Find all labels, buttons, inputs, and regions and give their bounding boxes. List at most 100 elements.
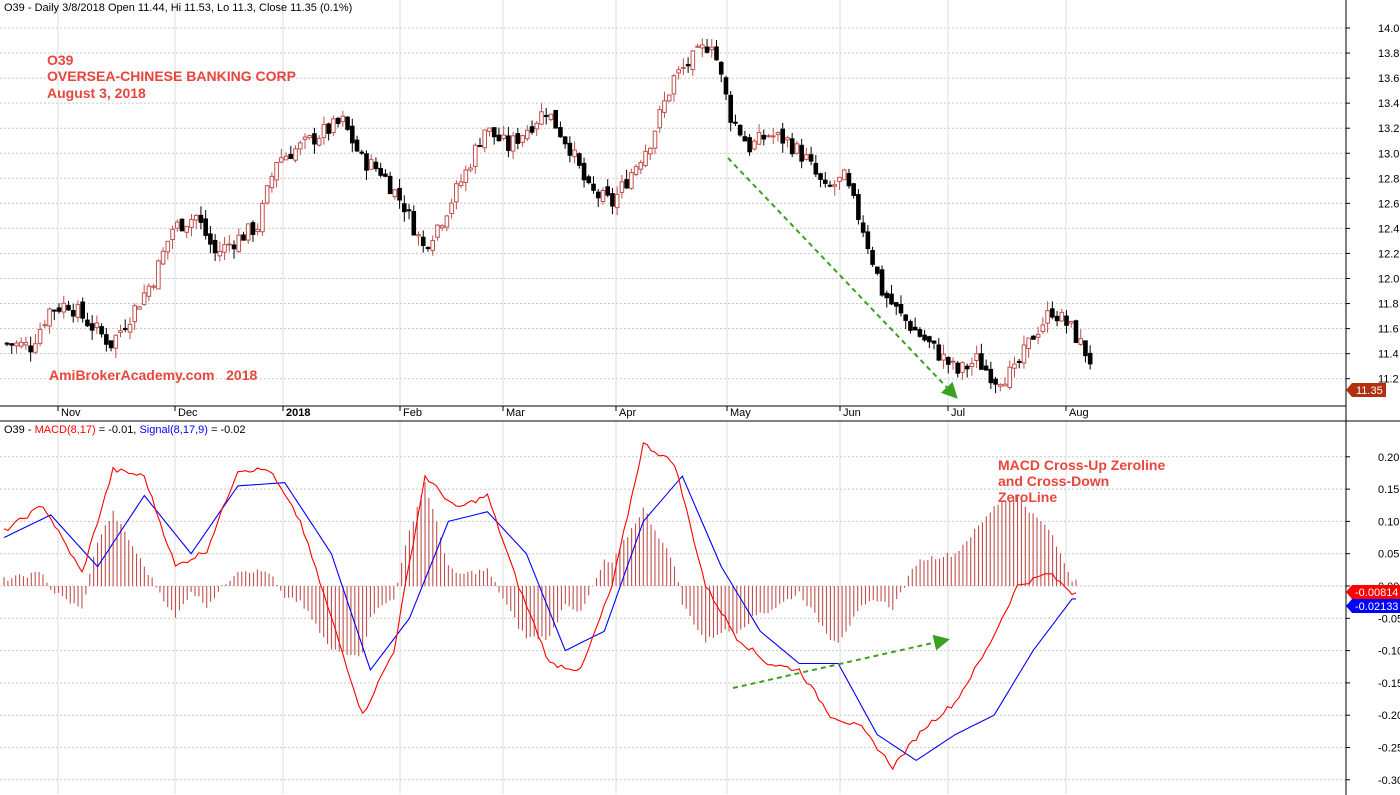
candle-body bbox=[685, 64, 691, 67]
month-label: Dec bbox=[178, 407, 198, 419]
candle-body bbox=[1026, 337, 1031, 350]
candle-body bbox=[775, 131, 781, 135]
candle-body bbox=[170, 228, 175, 241]
candle-body bbox=[581, 162, 587, 181]
candle-body bbox=[993, 378, 998, 385]
candle-body bbox=[903, 314, 909, 321]
candle-body bbox=[94, 322, 100, 328]
candle-body bbox=[340, 115, 346, 123]
candle-body bbox=[198, 214, 204, 223]
candle-body bbox=[714, 46, 719, 61]
candle-body bbox=[179, 218, 185, 232]
candle-body bbox=[605, 186, 611, 196]
candle-body bbox=[108, 340, 114, 349]
candle-body bbox=[359, 151, 365, 154]
macd-lines bbox=[3, 442, 1077, 771]
price-tick-label: 14.0 bbox=[1378, 23, 1399, 35]
candle-body bbox=[827, 184, 833, 187]
candle-body bbox=[402, 203, 407, 213]
macd-value-tag: -0.00814 bbox=[1346, 585, 1400, 599]
signal-value-label: -0.02133 bbox=[1355, 601, 1398, 613]
candle-body bbox=[922, 334, 927, 341]
macd-tick-label: 0.15 bbox=[1378, 484, 1399, 496]
candle-body bbox=[543, 114, 549, 117]
price-tick-label: 11.4 bbox=[1378, 349, 1399, 361]
candle-body bbox=[799, 144, 804, 162]
candle-body bbox=[629, 172, 634, 189]
candle-body bbox=[1083, 340, 1088, 357]
candle-body bbox=[482, 129, 488, 149]
candle-body bbox=[1068, 320, 1074, 324]
macd-histogram bbox=[3, 482, 1077, 657]
macd-tick-label: -0.10 bbox=[1378, 646, 1400, 658]
price-tick-label: 12.6 bbox=[1378, 198, 1399, 210]
candle-body bbox=[515, 133, 521, 144]
candle-body bbox=[950, 360, 956, 363]
candle-body bbox=[572, 149, 577, 158]
candle-body bbox=[1021, 344, 1027, 364]
macd-header-signal-label: Signal(8,17,9) bbox=[139, 424, 208, 436]
candle-body bbox=[936, 344, 942, 361]
candle-body bbox=[297, 142, 303, 150]
last-price-value: 11.35 bbox=[1356, 385, 1383, 397]
candle-body bbox=[822, 179, 828, 184]
candle-body bbox=[61, 302, 67, 313]
macd-grid bbox=[0, 421, 1346, 794]
price-tick-label: 12.0 bbox=[1378, 274, 1399, 286]
macd-tick-label: 0.10 bbox=[1378, 516, 1399, 528]
candle-body bbox=[931, 340, 937, 344]
candle-body bbox=[1040, 324, 1046, 333]
candle-body bbox=[662, 100, 667, 113]
candle-body bbox=[709, 46, 715, 51]
candle-body bbox=[676, 69, 681, 74]
candle-body bbox=[496, 134, 502, 142]
candle-body bbox=[879, 269, 885, 296]
price-tick-label: 13.0 bbox=[1378, 148, 1399, 160]
candle-body bbox=[75, 304, 81, 318]
company-annotation: OVERSEA-CHINESE BANKING CORP bbox=[47, 68, 296, 84]
candle-body bbox=[397, 187, 402, 201]
candle-body bbox=[761, 134, 767, 140]
candle-body bbox=[983, 365, 989, 371]
candle-body bbox=[425, 246, 431, 250]
candle-body bbox=[122, 327, 128, 331]
candle-body bbox=[700, 44, 705, 49]
candle-body bbox=[865, 231, 871, 250]
candle-body bbox=[856, 194, 861, 221]
macd-line bbox=[3, 442, 1077, 771]
macd-tick-label: -0.05 bbox=[1378, 613, 1400, 625]
candle-body bbox=[378, 167, 383, 176]
candle-body bbox=[316, 137, 322, 146]
price-downtrend-arrow bbox=[727, 157, 958, 399]
price-header-title: O39 - Daily 3/8/2018 Open 11.44, Hi 11.5… bbox=[4, 2, 352, 14]
candle-body bbox=[439, 225, 445, 229]
candle-body bbox=[558, 127, 563, 138]
candle-body bbox=[1002, 383, 1008, 387]
candle-body bbox=[841, 169, 847, 181]
month-label: May bbox=[730, 407, 751, 419]
candle-body bbox=[908, 321, 913, 331]
price-y-axis: 14.0 13.8 13.6 13.4 13.2 13.0 12.8 12.6 12.4 12.2… bbox=[1346, 23, 1399, 386]
candle-body bbox=[264, 185, 270, 204]
candle-body bbox=[1016, 360, 1022, 363]
month-label: Jul bbox=[951, 407, 965, 419]
candle-body bbox=[33, 343, 38, 353]
candle-body bbox=[236, 234, 242, 252]
candle-body bbox=[472, 144, 478, 168]
candle-body bbox=[23, 342, 29, 346]
candle-body bbox=[756, 131, 762, 145]
candle-body bbox=[534, 122, 540, 130]
candle-body bbox=[770, 135, 776, 138]
candle-body bbox=[420, 236, 426, 247]
candle-body bbox=[1050, 308, 1055, 318]
candle-body bbox=[643, 150, 648, 167]
macd-tick-label: 0.20 bbox=[1378, 452, 1399, 464]
candle-body bbox=[988, 368, 994, 384]
candle-body bbox=[998, 384, 1003, 387]
candle-body bbox=[638, 162, 644, 170]
candle-body bbox=[718, 61, 724, 75]
candle-body bbox=[430, 240, 435, 251]
candle-body bbox=[766, 135, 771, 138]
candle-body bbox=[1012, 363, 1017, 369]
candle-body bbox=[1078, 338, 1084, 345]
